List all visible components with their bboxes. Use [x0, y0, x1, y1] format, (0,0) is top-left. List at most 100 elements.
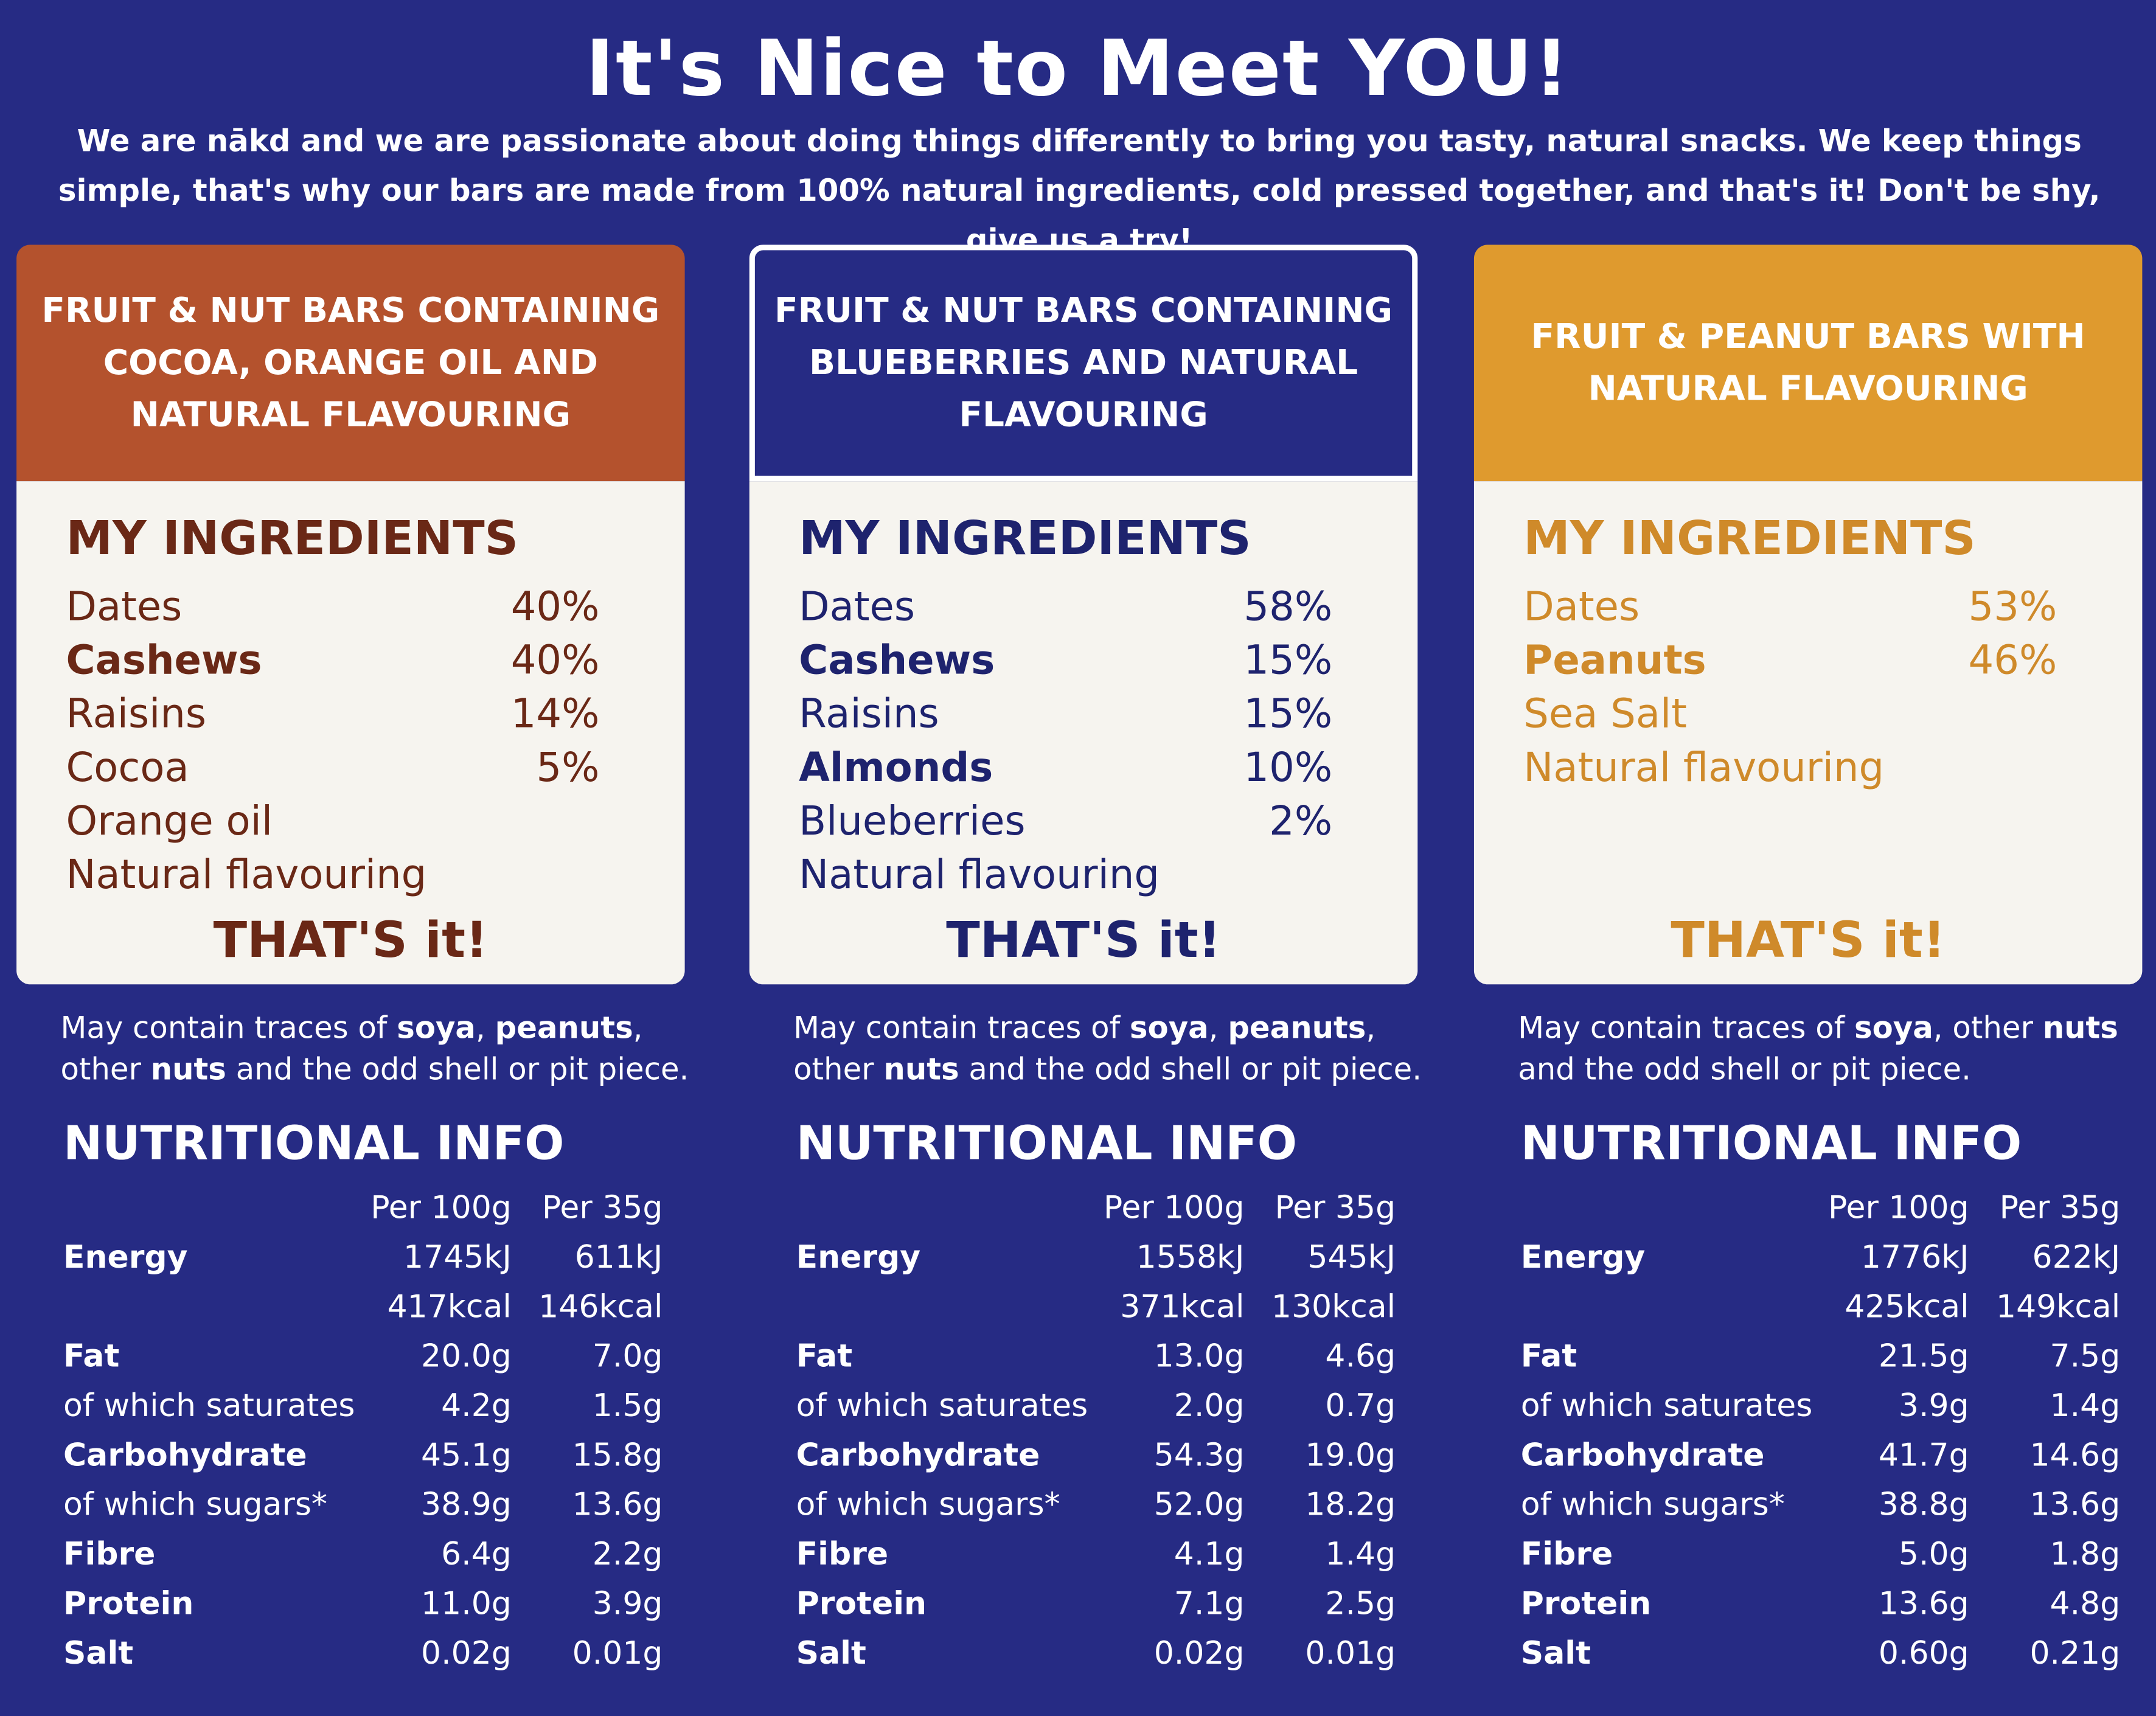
- ingredient-percent: 15%: [1243, 636, 1333, 684]
- row-value: 417kcal: [387, 1290, 512, 1325]
- row-value: 7.5g: [2050, 1339, 2121, 1375]
- ingredient-percent: 5%: [536, 743, 600, 791]
- row-label: Energy: [796, 1240, 921, 1276]
- row-value: 0.01g: [572, 1636, 663, 1672]
- ingredient-percent: 15%: [1243, 690, 1333, 737]
- nutrition-title: NUTRITIONAL INFO: [1520, 1116, 2022, 1172]
- allergen-note: May contain traces of soya, peanuts, oth…: [60, 1009, 706, 1092]
- row-value: 1776kJ: [1860, 1240, 1969, 1276]
- ingredient-name: Raisins: [66, 690, 207, 737]
- row-value: 13.6g: [572, 1487, 663, 1524]
- row-value: 0.01g: [1305, 1636, 1396, 1672]
- product-heading: FRUIT & PEANUT BARS WITH NATURAL FLAVOUR…: [1473, 245, 2143, 482]
- nutrition-title: NUTRITIONAL INFO: [63, 1116, 565, 1172]
- row-value: 130kcal: [1271, 1290, 1396, 1325]
- row-value: 5.0g: [1898, 1537, 1969, 1573]
- row-value: 13.6g: [2029, 1487, 2121, 1524]
- product-heading: FRUIT & NUT BARS CONTAINING COCOA, ORANG…: [16, 245, 685, 482]
- ingredient-percent: 46%: [1968, 636, 2057, 684]
- row-value: 13.6g: [1878, 1586, 1969, 1623]
- row-value: 6.4g: [441, 1537, 512, 1573]
- ingredient-name: Dates: [799, 583, 916, 630]
- ingredient-name: Natural flavouring: [66, 851, 427, 898]
- allergen-text: and the odd shell or pit piece.: [1518, 1053, 1971, 1088]
- allergen-text: peanuts: [1228, 1012, 1366, 1047]
- row-value: 1.8g: [2050, 1537, 2121, 1573]
- allergen-text: , other: [60, 1012, 643, 1088]
- row-value: 371kcal: [1120, 1290, 1245, 1325]
- row-value: 1558kJ: [1136, 1240, 1245, 1276]
- allergen-text: peanuts: [495, 1012, 633, 1047]
- row-label: Energy: [1520, 1240, 1646, 1276]
- allergen-text: nuts: [150, 1053, 226, 1088]
- allergen-text: soya: [1129, 1012, 1209, 1047]
- row-value: 611kJ: [574, 1240, 663, 1276]
- intro: We are nākd and we are passionate about …: [58, 125, 2101, 259]
- allergen-text: and the odd shell or pit piece.: [959, 1053, 1422, 1088]
- row-label: Protein: [63, 1586, 194, 1623]
- allergen-text: , other: [793, 1012, 1376, 1088]
- row-value: 4.2g: [441, 1388, 512, 1425]
- row-value: 545kJ: [1307, 1240, 1396, 1276]
- row-value: 14.6g: [2029, 1438, 2121, 1474]
- row-value: 21.5g: [1878, 1339, 1969, 1375]
- row-label: Fibre: [796, 1537, 889, 1573]
- row-value: 622kJ: [2032, 1240, 2121, 1276]
- ingredient-name: Orange oil: [66, 797, 273, 844]
- ingredients-box: MY INGREDIENTS Dates 58% Cashews 15% Raisins 1…: [749, 481, 1418, 985]
- row-value: 4.6g: [1325, 1339, 1396, 1375]
- column-header: Per 35g: [541, 1190, 663, 1227]
- row-value: 4.1g: [1174, 1537, 1245, 1573]
- row-value: 13.0g: [1153, 1339, 1245, 1375]
- row-value: 4.8g: [2050, 1586, 2121, 1623]
- row-value: 19.0g: [1305, 1438, 1396, 1474]
- allergen-text: nuts: [2042, 1012, 2118, 1047]
- column-header: Per 100g: [1828, 1190, 1969, 1227]
- row-label: of which saturates: [63, 1388, 355, 1425]
- row-label: Salt: [796, 1636, 866, 1672]
- row-label: Protein: [796, 1586, 927, 1623]
- row-label: Carbohydrate: [1520, 1438, 1765, 1474]
- row-label: of which sugars*: [1520, 1487, 1785, 1524]
- ingredient-name: Cashews: [799, 636, 995, 684]
- ingredients-box: MY INGREDIENTS Dates 53% Peanuts 46% Sea Salt…: [1473, 481, 2143, 985]
- ingredient-name: Blueberries: [799, 797, 1026, 844]
- ingredient-name: Sea Salt: [1523, 690, 1687, 737]
- row-value: 149kcal: [1995, 1290, 2121, 1325]
- row-value: 2.0g: [1174, 1388, 1245, 1425]
- row-value: 38.9g: [421, 1487, 512, 1524]
- row-value: 7.1g: [1174, 1586, 1245, 1623]
- row-value: 45.1g: [421, 1438, 512, 1474]
- row-value: 0.02g: [1153, 1636, 1245, 1672]
- column-header: Per 100g: [370, 1190, 512, 1227]
- allergen-text: May contain traces of: [60, 1012, 397, 1047]
- ingredient-name: Natural flavouring: [799, 851, 1160, 898]
- row-value: 2.5g: [1325, 1586, 1396, 1623]
- allergen-text: May contain traces of: [1518, 1012, 1855, 1047]
- ingredients-box: MY INGREDIENTS Dates 40% Cashews 40% Raisins 1…: [16, 481, 685, 985]
- ingredients-title: MY INGREDIENTS: [66, 511, 518, 567]
- title: It's Nice to Meet YOU!: [585, 24, 1571, 114]
- row-value: 15.8g: [572, 1438, 663, 1474]
- allergen-text: May contain traces of: [793, 1012, 1130, 1047]
- ingredient-percent: 40%: [510, 583, 600, 630]
- row-value: 0.7g: [1325, 1388, 1396, 1425]
- row-value: 1.4g: [2050, 1388, 2121, 1425]
- row-value: 7.0g: [592, 1339, 663, 1375]
- allergen-text: and the odd shell or pit piece.: [226, 1053, 689, 1088]
- ingredients-title: MY INGREDIENTS: [1523, 511, 1976, 567]
- column-header: Per 100g: [1103, 1190, 1245, 1227]
- row-label: Protein: [1520, 1586, 1652, 1623]
- ingredient-name: Dates: [66, 583, 183, 630]
- row-value: 20.0g: [421, 1339, 512, 1375]
- ingredient-name: Raisins: [799, 690, 939, 737]
- row-label: of which saturates: [1520, 1388, 1813, 1425]
- column-header: Per 35g: [1274, 1190, 1396, 1227]
- ingredient-name: Cashews: [66, 636, 262, 684]
- allergen-text: , other: [1933, 1012, 2043, 1047]
- allergen-text: soya: [1854, 1012, 1933, 1047]
- row-value: 18.2g: [1305, 1487, 1396, 1524]
- row-value: 54.3g: [1153, 1438, 1245, 1474]
